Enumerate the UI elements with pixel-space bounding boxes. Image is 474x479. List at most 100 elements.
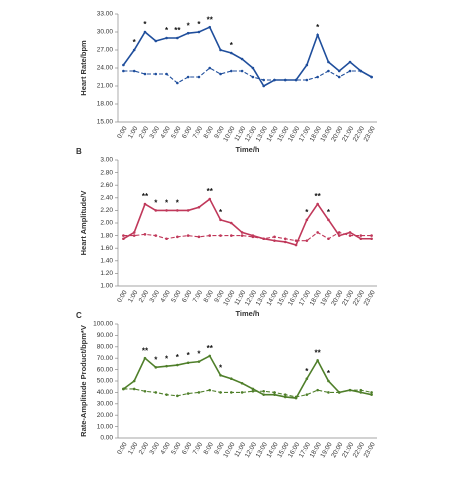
point — [316, 388, 319, 392]
significance-mark: ** — [315, 349, 322, 358]
point — [143, 356, 147, 360]
point — [251, 389, 255, 393]
point — [132, 69, 136, 73]
significance-mark: ** — [207, 187, 214, 196]
x-tick-label: 7:00 — [192, 125, 205, 140]
x-tick-label: 2:00 — [138, 441, 151, 456]
point — [240, 391, 244, 394]
point — [337, 231, 341, 234]
point — [230, 391, 233, 394]
point — [348, 388, 352, 392]
point — [251, 75, 255, 79]
y-axis-title: Heart Rate/bpm — [79, 40, 88, 96]
point — [197, 205, 201, 209]
point — [337, 234, 341, 237]
point — [165, 393, 168, 396]
point — [176, 235, 179, 239]
point — [186, 361, 190, 365]
point — [132, 379, 136, 383]
x-tick-label: 6:00 — [181, 441, 194, 456]
x-tick-label: 23:00 — [363, 125, 377, 143]
point — [154, 391, 158, 394]
series-line — [123, 231, 372, 242]
point — [154, 366, 158, 369]
point — [219, 218, 222, 222]
point — [208, 66, 212, 70]
point — [359, 388, 363, 392]
point — [122, 387, 125, 391]
point — [337, 75, 341, 79]
point — [283, 78, 287, 82]
significance-mark: ** — [142, 192, 149, 201]
x-tick-label: 6:00 — [181, 125, 194, 140]
significance-mark: * — [187, 351, 191, 360]
x-tick-label: 7:00 — [192, 289, 205, 304]
point — [154, 72, 158, 76]
point — [186, 392, 190, 395]
point — [208, 354, 212, 358]
y-tick-label: 30.00 — [97, 29, 114, 36]
x-tick-label: 1:00 — [127, 125, 140, 140]
x-tick-label: 6:00 — [181, 289, 194, 304]
point — [230, 69, 233, 73]
significance-mark: * — [305, 367, 309, 376]
point — [122, 237, 125, 241]
y-tick-label: 2.80 — [100, 169, 113, 176]
y-tick-label: 2.40 — [100, 195, 113, 202]
x-tick-label: 5:00 — [170, 125, 183, 140]
y-tick-label: 2.20 — [100, 207, 113, 214]
y-tick-label: 0.00 — [100, 435, 113, 442]
point — [176, 81, 179, 85]
point — [305, 239, 309, 242]
point — [337, 391, 341, 394]
significance-mark: ** — [207, 344, 214, 353]
point — [262, 237, 265, 241]
x-tick-label: 5:00 — [170, 441, 183, 456]
significance-mark: * — [197, 20, 201, 29]
point — [327, 60, 330, 64]
point — [316, 202, 319, 206]
point — [273, 78, 276, 82]
significance-mark: ** — [142, 346, 149, 355]
point — [240, 231, 244, 234]
point — [186, 234, 190, 237]
y-tick-label: 1.60 — [100, 245, 113, 252]
point — [283, 237, 287, 241]
point — [273, 235, 276, 239]
point — [197, 235, 201, 239]
y-tick-label: 1.20 — [100, 270, 113, 277]
y-tick-label: 24.00 — [97, 65, 114, 72]
point — [294, 395, 298, 399]
point — [348, 231, 352, 234]
point — [230, 234, 233, 237]
point — [273, 391, 276, 394]
point — [273, 239, 276, 242]
x-tick-label: 23:00 — [363, 441, 377, 459]
significance-mark: * — [143, 20, 147, 29]
point — [251, 66, 255, 70]
point — [154, 234, 158, 237]
y-axis-title: Heart Amplitude/V — [79, 191, 88, 256]
x-axis-title: Time/h — [235, 145, 259, 154]
point — [143, 202, 147, 206]
point — [348, 234, 352, 237]
point — [240, 69, 244, 73]
point — [348, 69, 352, 73]
point — [370, 237, 373, 241]
y-tick-label: 70.00 — [97, 355, 114, 362]
point — [230, 377, 233, 381]
x-tick-label: 3:00 — [149, 289, 162, 304]
significance-mark: * — [327, 369, 331, 378]
x-tick-label: 7:00 — [192, 441, 205, 456]
point — [176, 394, 179, 398]
y-tick-label: 40.00 — [97, 389, 114, 396]
significance-mark: * — [219, 208, 223, 217]
point — [305, 63, 309, 67]
point — [186, 31, 190, 35]
significance-mark: * — [154, 355, 158, 364]
x-tick-label: 4:00 — [159, 441, 172, 456]
x-axis-title: Time/h — [235, 309, 259, 318]
point — [165, 36, 168, 40]
significance-mark: * — [176, 199, 180, 208]
point — [219, 374, 222, 377]
